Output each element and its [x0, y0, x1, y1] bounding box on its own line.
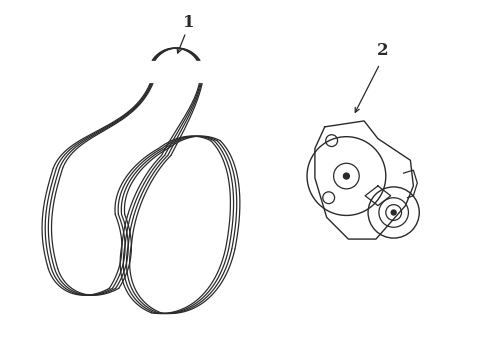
Circle shape [391, 210, 396, 215]
Circle shape [343, 173, 349, 179]
Text: 1: 1 [183, 14, 195, 31]
Text: 2: 2 [377, 41, 389, 59]
